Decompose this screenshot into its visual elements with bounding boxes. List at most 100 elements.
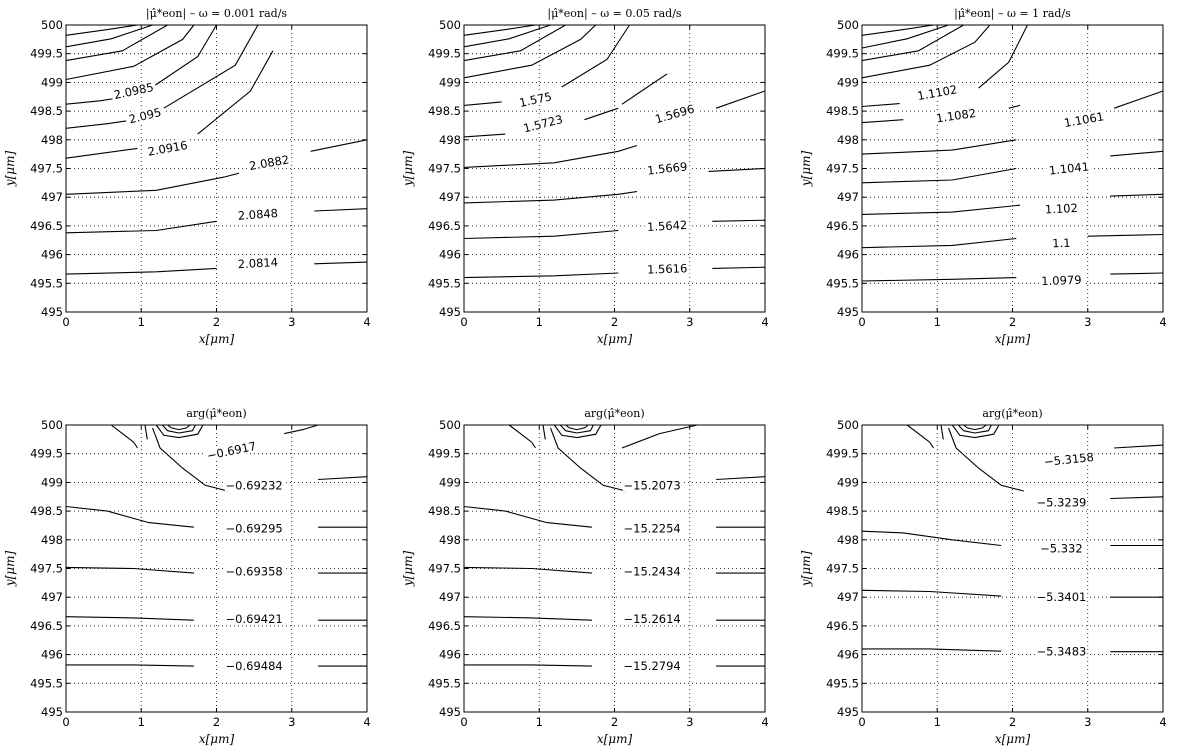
x-tick-label: 1 <box>138 715 145 729</box>
y-tick-label: 496 <box>837 248 859 262</box>
contour-label-bg <box>1042 449 1096 469</box>
contour-label: −15.2073 <box>624 478 681 492</box>
contour-label: −5.3483 <box>1036 645 1086 659</box>
x-axis-label: x[μm] <box>199 732 235 746</box>
contour-line <box>947 427 1024 492</box>
contour-line <box>463 272 619 279</box>
contour-line <box>65 220 217 234</box>
contour-label-bg <box>1042 200 1081 216</box>
x-tick-label: 4 <box>1159 715 1166 729</box>
chart-panel-5: 0 1 2 3 4 495 495.5 496 496.5 497 497.5 498 498.5 499… <box>401 407 769 746</box>
y-tick-label: 495 <box>439 705 461 719</box>
contour-label-bg <box>144 137 191 159</box>
contour-label: −0.69421 <box>226 612 283 626</box>
contour-label-bg <box>622 612 682 626</box>
contour-line <box>463 24 566 62</box>
contour-label: 1.1082 <box>935 106 977 125</box>
contour-line <box>66 664 194 667</box>
contour-label: 2.0814 <box>237 255 278 271</box>
contour-line <box>861 589 1002 597</box>
y-tick-label: 497 <box>41 190 63 204</box>
x-tick-label: 4 <box>761 715 768 729</box>
contour-line <box>957 424 992 434</box>
contour-line <box>314 208 368 212</box>
contour-line <box>65 97 115 105</box>
x-tick-label: 0 <box>460 315 467 329</box>
y-tick-label: 499.5 <box>30 447 63 461</box>
y-tick-label: 498.5 <box>826 104 859 118</box>
contour-line <box>565 424 589 431</box>
contour-line <box>65 172 240 195</box>
contour-line <box>163 24 259 109</box>
chart-panel-1: 0 1 2 3 4 495 495.5 496 496.5 497 497.5 498 498.5 499… <box>3 7 371 346</box>
contour-line <box>1087 233 1164 237</box>
y-tick-label: 498.5 <box>30 104 63 118</box>
contour-label: −5.3239 <box>1036 495 1086 509</box>
y-tick-label: 497 <box>837 590 859 604</box>
contour-label-bg <box>651 101 698 126</box>
contour-label: −0.6917 <box>206 439 258 463</box>
contour-label: 2.0916 <box>147 138 189 159</box>
x-tick-label: 3 <box>686 315 693 329</box>
contour-label-bg <box>913 81 961 103</box>
contour-label: 1.5696 <box>653 102 696 127</box>
y-tick-label: 496.5 <box>826 219 859 233</box>
contour-line <box>861 24 964 62</box>
y-tick-label: 499.5 <box>826 447 859 461</box>
y-tick-label: 500 <box>41 18 63 32</box>
y-tick-label: 500 <box>837 418 859 432</box>
contour-label: 1.102 <box>1045 201 1079 217</box>
contour-line <box>65 120 127 129</box>
contour-label: −15.2434 <box>624 564 681 578</box>
contour-line <box>310 139 368 152</box>
y-tick-label: 495 <box>41 305 63 319</box>
y-tick-label: 495.5 <box>428 276 461 290</box>
y-tick-label: 499.5 <box>428 447 461 461</box>
contour-label: 1.5616 <box>647 261 688 276</box>
contour-label-bg <box>932 105 980 125</box>
contour-line <box>463 101 502 106</box>
y-tick-label: 500 <box>439 18 461 32</box>
y-tick-label: 497 <box>439 590 461 604</box>
contour-line <box>463 24 551 48</box>
x-tick-label: 0 <box>62 315 69 329</box>
contour-line <box>65 267 217 275</box>
x-tick-label: 4 <box>363 715 370 729</box>
y-tick-label: 499 <box>41 75 63 89</box>
y-tick-label: 496.5 <box>826 619 859 633</box>
contour-line <box>463 24 597 79</box>
contour-line <box>861 237 1017 249</box>
y-tick-label: 498 <box>837 533 859 547</box>
y-tick-label: 497 <box>837 190 859 204</box>
x-tick-label: 2 <box>1009 315 1016 329</box>
y-tick-label: 498 <box>41 133 63 147</box>
x-tick-label: 0 <box>460 715 467 729</box>
chart-panel-6: 0 1 2 3 4 495 495.5 496 496.5 497 497.5 498 498.5 499… <box>799 407 1167 746</box>
x-tick-label: 3 <box>1084 315 1091 329</box>
contour-label: −5.332 <box>1040 541 1083 555</box>
y-tick-label: 497 <box>439 190 461 204</box>
y-tick-label: 499 <box>837 75 859 89</box>
y-tick-label: 495.5 <box>428 676 461 690</box>
contour-label-bg <box>622 564 682 578</box>
contour-line <box>65 24 138 36</box>
y-tick-label: 498.5 <box>30 504 63 518</box>
contour-line <box>284 424 319 435</box>
plot-frame <box>861 424 1164 713</box>
y-tick-label: 499 <box>439 75 461 89</box>
contour-label-bg <box>515 88 556 110</box>
y-tick-label: 497.5 <box>428 562 461 576</box>
y-tick-label: 495 <box>837 705 859 719</box>
contour-label-bg <box>1035 644 1088 658</box>
contour-line <box>716 476 766 481</box>
contour-line <box>1114 444 1164 449</box>
y-tick-label: 495.5 <box>30 676 63 690</box>
y-axis-label: y[μm] <box>3 551 17 588</box>
contour-line <box>561 24 630 88</box>
contour-line <box>861 103 900 108</box>
y-tick-label: 497.5 <box>428 162 461 176</box>
contour-label-bg <box>245 151 293 173</box>
contour-line <box>584 107 619 121</box>
contour-label: 1.5669 <box>646 159 687 177</box>
